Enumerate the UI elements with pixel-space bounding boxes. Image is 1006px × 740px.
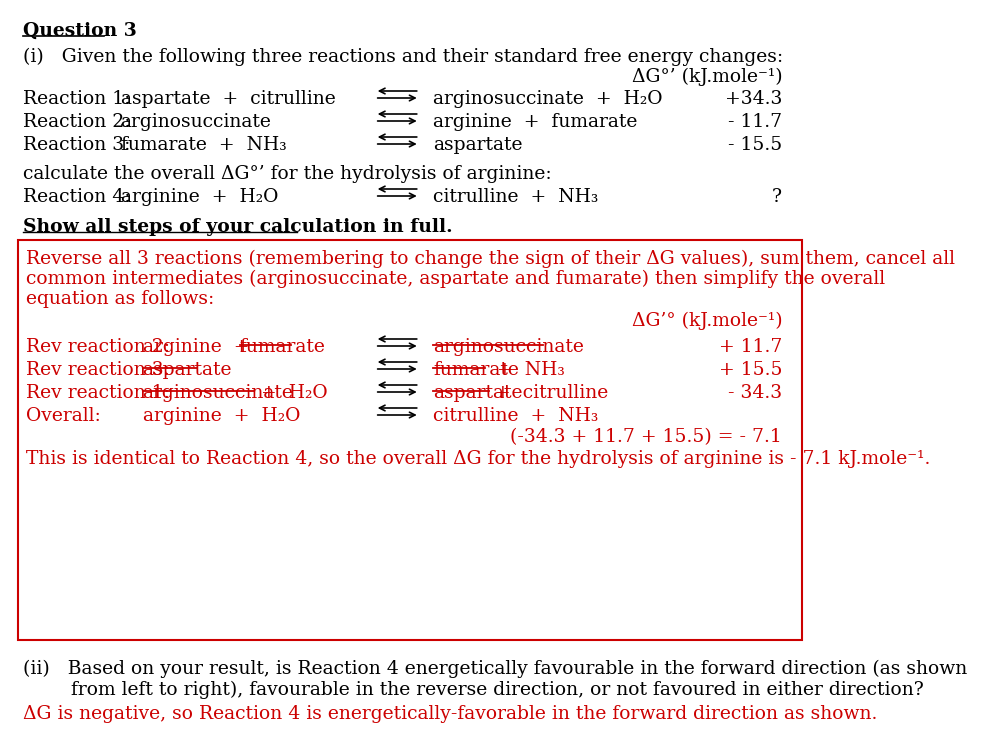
Text: aspartate  +  citrulline: aspartate + citrulline (121, 90, 335, 108)
Text: fumarate  +  NH₃: fumarate + NH₃ (121, 136, 287, 154)
Text: +  NH₃: + NH₃ (497, 361, 565, 379)
Text: fumarate: fumarate (434, 361, 519, 379)
Text: +  H₂O: + H₂O (261, 384, 327, 402)
Text: arginosuccinate: arginosuccinate (121, 113, 272, 131)
Text: arginine  +  H₂O: arginine + H₂O (143, 407, 300, 425)
Text: Reverse all 3 reactions (remembering to change the sign of their ΔG values), sum: Reverse all 3 reactions (remembering to … (26, 250, 955, 269)
Text: +34.3: +34.3 (725, 90, 783, 108)
Text: Rev reaction 3:: Rev reaction 3: (26, 361, 170, 379)
Text: Overall:: Overall: (26, 407, 101, 425)
Text: Rev reaction 1:: Rev reaction 1: (26, 384, 170, 402)
Text: Question 3: Question 3 (23, 22, 137, 40)
Text: arginine  +: arginine + (143, 338, 262, 356)
Text: citrulline  +  NH₃: citrulline + NH₃ (434, 188, 599, 206)
Text: calculate the overall ΔG°’ for the hydrolysis of arginine:: calculate the overall ΔG°’ for the hydro… (23, 165, 551, 183)
Text: + 11.7: + 11.7 (719, 338, 783, 356)
Text: + 15.5: + 15.5 (718, 361, 783, 379)
Text: arginine  +  H₂O: arginine + H₂O (121, 188, 278, 206)
Text: arginine  +  fumarate: arginine + fumarate (434, 113, 638, 131)
Text: Reaction 1:: Reaction 1: (23, 90, 130, 108)
Text: arginosuccinate  +  H₂O: arginosuccinate + H₂O (434, 90, 663, 108)
Text: - 15.5: - 15.5 (728, 136, 783, 154)
Text: - 34.3: - 34.3 (728, 384, 783, 402)
Text: common intermediates (arginosuccinate, aspartate and fumarate) then simplify the: common intermediates (arginosuccinate, a… (26, 270, 885, 289)
Text: fumarate: fumarate (239, 338, 325, 356)
Text: ?: ? (773, 188, 783, 206)
Text: Reaction 2:: Reaction 2: (23, 113, 131, 131)
Text: Reaction 4:: Reaction 4: (23, 188, 131, 206)
Text: ΔG°’ (kJ.mole⁻¹): ΔG°’ (kJ.mole⁻¹) (632, 68, 783, 87)
Text: +  citrulline: + citrulline (495, 384, 609, 402)
Text: aspartate: aspartate (434, 384, 523, 402)
Text: - 11.7: - 11.7 (728, 113, 783, 131)
Text: citrulline  +  NH₃: citrulline + NH₃ (434, 407, 599, 425)
Text: arginosuccinate: arginosuccinate (143, 384, 294, 402)
Text: ΔG’° (kJ.mole⁻¹): ΔG’° (kJ.mole⁻¹) (632, 312, 783, 330)
Text: aspartate: aspartate (143, 361, 232, 379)
Text: equation as follows:: equation as follows: (26, 290, 214, 308)
FancyBboxPatch shape (18, 240, 802, 640)
Text: (-34.3 + 11.7 + 15.5) = - 7.1: (-34.3 + 11.7 + 15.5) = - 7.1 (510, 428, 783, 446)
Text: This is identical to Reaction 4, so the overall ΔG for the hydrolysis of arginin: This is identical to Reaction 4, so the … (26, 450, 931, 468)
Text: (ii)   Based on your result, is Reaction 4 energetically favourable in the forwa: (ii) Based on your result, is Reaction 4… (23, 660, 967, 699)
Text: Rev reaction 2:: Rev reaction 2: (26, 338, 170, 356)
Text: Reaction 3:: Reaction 3: (23, 136, 130, 154)
Text: (i)   Given the following three reactions and their standard free energy changes: (i) Given the following three reactions … (23, 48, 783, 67)
Text: ΔG is negative, so Reaction 4 is energetically-favorable in the forward directio: ΔG is negative, so Reaction 4 is energet… (23, 705, 877, 723)
Text: arginosuccinate: arginosuccinate (434, 338, 584, 356)
Text: Show all steps of your calculation in full.: Show all steps of your calculation in fu… (23, 218, 453, 236)
Text: aspartate: aspartate (434, 136, 523, 154)
